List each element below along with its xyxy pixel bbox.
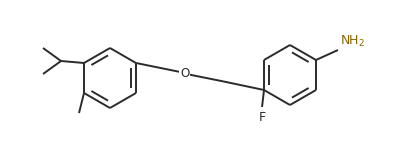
- Text: O: O: [179, 67, 189, 80]
- Text: NH$_2$: NH$_2$: [339, 34, 364, 49]
- Text: F: F: [258, 111, 265, 124]
